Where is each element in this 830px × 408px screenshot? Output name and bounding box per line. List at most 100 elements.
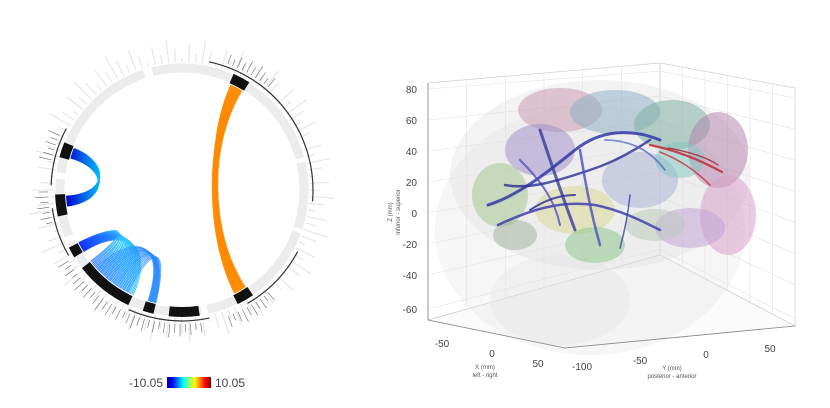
region-label-mark xyxy=(48,147,55,151)
z-tick-label: 80 xyxy=(406,85,418,96)
spike xyxy=(301,235,317,243)
spike xyxy=(292,121,301,127)
connectogram xyxy=(29,39,334,343)
region-label-mark xyxy=(37,207,50,210)
spike xyxy=(267,82,279,96)
region-label-mark xyxy=(115,309,121,320)
spike xyxy=(147,62,150,67)
spike xyxy=(309,196,334,199)
colorbar-max-label: 10.05 xyxy=(215,376,245,390)
spike xyxy=(73,110,79,116)
region-label-mark xyxy=(163,322,165,334)
spike xyxy=(308,167,323,171)
fiber xyxy=(486,131,662,207)
region-label-mark xyxy=(195,323,197,330)
highlighted-region xyxy=(55,194,68,217)
z-ticks: 80 60 40 20 0 -20 -40 -60 xyxy=(403,85,418,316)
region-label-mark xyxy=(259,298,267,309)
x-axis-title: X (mm) xyxy=(475,365,495,371)
y-tick-label: 50 xyxy=(764,344,776,355)
spike xyxy=(256,293,263,302)
spike xyxy=(214,313,220,329)
spike xyxy=(58,126,69,133)
spike xyxy=(227,309,233,320)
highlighted-region xyxy=(233,286,254,305)
spike xyxy=(37,202,55,206)
region-label-mark xyxy=(232,59,236,67)
z-tick-label: -40 xyxy=(403,271,418,282)
spike xyxy=(92,284,97,290)
spike xyxy=(256,77,265,87)
spike xyxy=(137,55,143,69)
spike xyxy=(188,44,191,63)
spike xyxy=(188,317,191,343)
spike xyxy=(106,296,113,306)
fiber xyxy=(519,159,561,226)
region-label-mark xyxy=(250,67,256,76)
region-label-mark xyxy=(158,322,160,329)
fiber xyxy=(503,138,652,188)
spike xyxy=(201,40,207,64)
y-ticks: -100 -50 0 50 xyxy=(572,344,776,373)
spike xyxy=(160,54,163,64)
region-label-mark xyxy=(65,269,75,277)
region-label-mark xyxy=(38,156,52,161)
x-axis-subtitle: left - right xyxy=(472,373,497,379)
region-ring xyxy=(50,61,314,322)
highlighted-region xyxy=(168,305,200,317)
region-label-mark xyxy=(74,281,85,291)
region-label-mark xyxy=(42,212,50,214)
spike xyxy=(108,300,119,317)
spike xyxy=(96,84,102,91)
spike xyxy=(44,216,57,220)
highlighted-region xyxy=(59,142,74,160)
x-tick-label: -50 xyxy=(435,339,450,350)
lobe-bracket xyxy=(50,128,67,186)
spike xyxy=(288,259,312,275)
region-label-mark xyxy=(267,292,275,301)
spike xyxy=(272,280,283,291)
spike xyxy=(85,82,97,96)
spike xyxy=(127,309,137,331)
ring-gap xyxy=(291,225,304,234)
colorbar-gradient xyxy=(167,377,211,388)
ring-gap xyxy=(294,156,307,164)
lobe-bracket xyxy=(209,61,314,202)
y-tick-label: -100 xyxy=(572,362,592,373)
region-label-mark xyxy=(111,306,117,315)
x-tick-label: 50 xyxy=(532,359,544,370)
z-tick-label: 60 xyxy=(406,116,418,127)
spike xyxy=(139,311,143,320)
x-tick-label: 0 xyxy=(489,349,495,360)
region-label-mark xyxy=(227,54,232,65)
region-label-mark xyxy=(48,130,60,136)
spike xyxy=(194,317,198,329)
region-label-mark xyxy=(267,78,276,88)
region-label-mark xyxy=(242,309,249,322)
spike xyxy=(298,241,306,246)
region-labels xyxy=(35,54,276,338)
region-shape xyxy=(688,112,748,188)
lobe-bracket xyxy=(128,309,210,322)
spike xyxy=(92,289,102,301)
spike xyxy=(57,247,69,254)
region-label-mark xyxy=(43,152,53,156)
spike xyxy=(50,113,72,127)
spike xyxy=(305,222,317,227)
fiber xyxy=(659,151,711,186)
region-label-mark xyxy=(83,288,92,298)
spike xyxy=(73,81,92,100)
fiber-tracts xyxy=(486,128,724,249)
spike xyxy=(309,202,325,206)
region-shape xyxy=(565,227,625,263)
region-label-mark xyxy=(246,61,253,73)
z-tick-label: -20 xyxy=(403,240,418,251)
spike xyxy=(77,280,92,295)
region-label-mark xyxy=(90,291,96,298)
region-label-mark xyxy=(246,307,252,316)
region-label-mark xyxy=(125,313,131,324)
spike xyxy=(233,306,243,325)
region-label-mark xyxy=(46,222,53,225)
spike xyxy=(298,132,312,139)
spike xyxy=(65,264,79,275)
